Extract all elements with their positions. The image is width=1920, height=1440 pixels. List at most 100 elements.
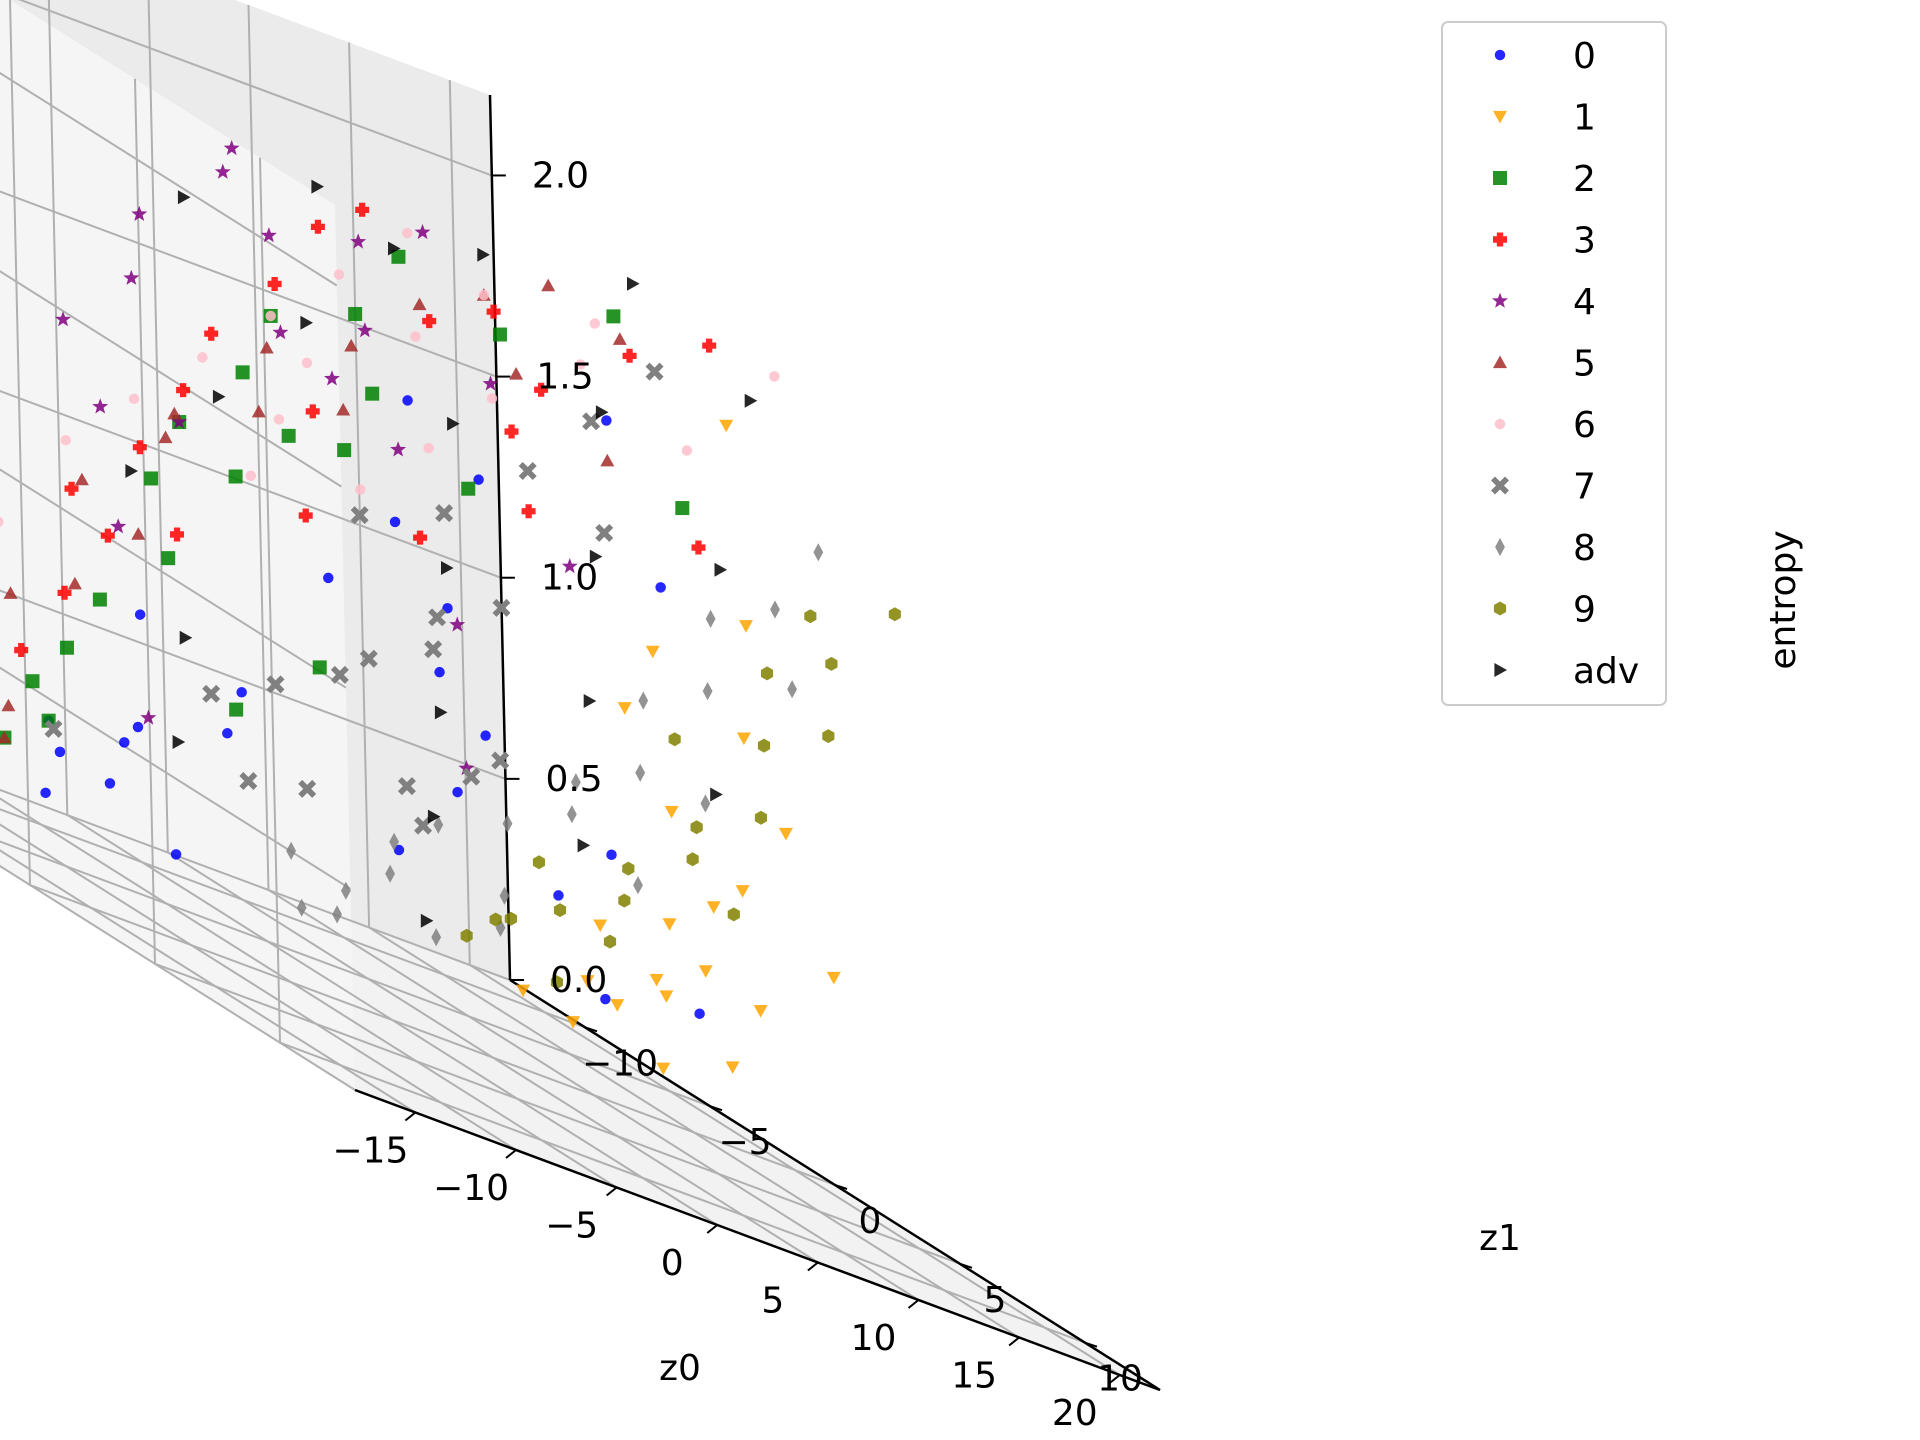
data-point-0: [600, 993, 611, 1005]
data-point-1: [735, 885, 750, 898]
data-point-5: [336, 402, 351, 416]
data-point-3: [534, 382, 549, 397]
data-point-4: [390, 441, 407, 457]
data-point-8: [567, 805, 577, 824]
data-point-3: [305, 404, 320, 419]
data-point-adv: [577, 838, 591, 853]
z-tick-label: 1.5: [536, 357, 593, 398]
data-point-1: [736, 732, 751, 746]
data-point-0: [132, 721, 144, 733]
data-point-9: [603, 934, 617, 949]
data-point-adv: [427, 809, 441, 824]
data-point-7: [239, 772, 258, 790]
z-tick-label: 0.0: [550, 960, 607, 1001]
data-point-5: [344, 338, 359, 352]
data-point-3: [702, 338, 717, 353]
legend-label-8: 8: [1573, 528, 1596, 569]
data-point-9: [532, 855, 545, 870]
data-point-5: [612, 332, 627, 345]
x-tick-mark: [505, 1149, 517, 1159]
data-point-1: [662, 918, 677, 931]
data-point-7-stroke: [266, 675, 285, 694]
legend-marker-4: [1492, 292, 1508, 308]
data-point-7: [298, 779, 317, 798]
data-point-adv: [627, 276, 640, 291]
data-point-adv: [447, 416, 460, 431]
data-point-4: [110, 518, 127, 534]
data-point-4: [223, 139, 240, 156]
data-point-5: [600, 453, 615, 467]
legend-marker-5: [1493, 355, 1507, 369]
data-point-adv: [710, 787, 723, 802]
data-point-1: [516, 984, 531, 998]
grid-line-y: [0, 808, 586, 1029]
data-point-7-stroke: [595, 523, 614, 542]
data-point-8: [495, 918, 506, 937]
data-point-8: [385, 864, 395, 883]
data-point-0: [40, 787, 51, 799]
data-point-0: [222, 728, 233, 739]
data-point-1: [706, 901, 721, 914]
z-axis-label: entropy: [1763, 530, 1804, 669]
y-tick-mark: [584, 1026, 598, 1033]
data-point-1: [659, 990, 674, 1003]
data-point-7-stroke: [428, 608, 447, 627]
data-point-6: [265, 310, 276, 322]
data-point-7-stroke: [491, 751, 510, 770]
data-point-5: [1, 698, 16, 712]
y-tick-label: −10: [582, 1043, 658, 1084]
data-point-adv: [595, 405, 609, 420]
data-point-1: [725, 1061, 740, 1074]
data-point-6: [197, 352, 208, 363]
data-point-5: [74, 472, 89, 486]
data-point-8: [705, 609, 716, 628]
data-point-8: [635, 763, 646, 782]
data-point-7: [414, 816, 433, 835]
data-point-0: [104, 778, 116, 789]
data-point-adv: [477, 247, 490, 262]
grid-line-z: [0, 788, 511, 1091]
data-point-4: [458, 760, 475, 776]
data-point-0: [655, 582, 666, 593]
x-tick-mark: [1008, 1336, 1020, 1347]
data-point-0: [393, 844, 405, 856]
data-point-6: [681, 445, 693, 456]
data-point-3: [413, 530, 428, 545]
y-tick-label: 10: [1097, 1359, 1143, 1400]
data-point-6: [486, 393, 498, 404]
data-point-8: [702, 682, 713, 701]
data-point-2: [281, 428, 296, 443]
data-point-4: [171, 413, 188, 429]
data-point-4: [214, 163, 231, 179]
data-point-9: [690, 820, 703, 835]
grid-line-x: [0, 823, 517, 1151]
data-point-1: [593, 919, 608, 933]
data-point-3: [622, 348, 637, 363]
data-point-4: [356, 322, 373, 338]
x-tick-label: −10: [433, 1168, 509, 1209]
data-point-4: [350, 233, 367, 249]
data-point-adv: [179, 630, 193, 645]
y-tick-label: 0: [859, 1201, 882, 1242]
data-point-5: [131, 527, 146, 540]
grid-line-y: [0, 840, 711, 1108]
series-6: [0, 227, 780, 527]
data-point-8: [341, 881, 351, 900]
data-point-0: [134, 609, 146, 620]
data-point-7: [645, 362, 664, 381]
data-point-4: [123, 269, 140, 285]
data-point-3: [310, 219, 325, 234]
data-point-6: [410, 331, 421, 342]
data-point-2: [59, 640, 74, 655]
data-point-adv: [589, 549, 603, 564]
y-tick-mark: [959, 1262, 973, 1269]
legend-label-2: 2: [1573, 159, 1596, 200]
legend-frame: [1441, 21, 1667, 706]
legend-label-7: 7: [1573, 467, 1596, 508]
data-point-0: [601, 415, 612, 426]
data-point-5: [251, 404, 266, 418]
data-point-7: [359, 649, 378, 668]
axis-panes: [0, 0, 1160, 1390]
data-point-adv: [744, 393, 758, 408]
